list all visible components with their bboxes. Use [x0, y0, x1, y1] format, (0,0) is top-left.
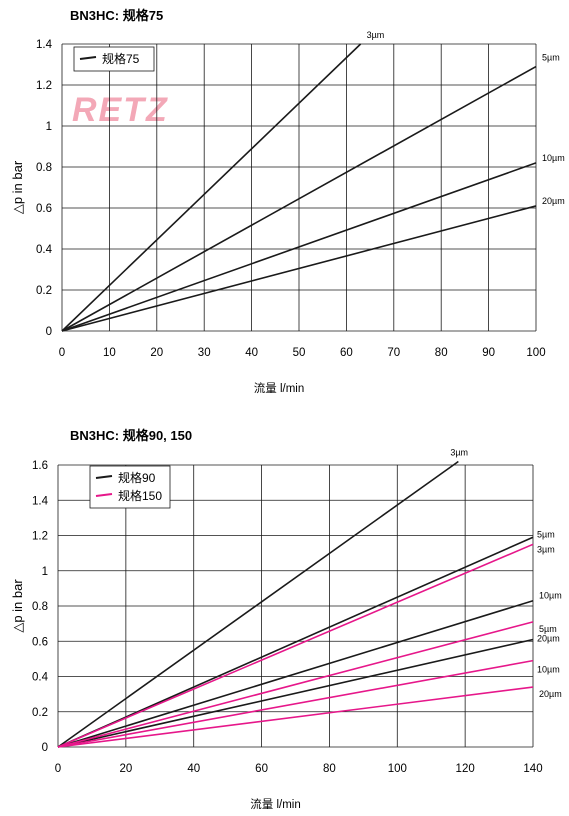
legend: 规格90 规格150	[89, 465, 171, 509]
x-tick-label: 80	[435, 347, 448, 359]
legend-label: 规格150	[118, 488, 162, 503]
series-line-10um	[57, 599, 534, 748]
series-line-20um	[57, 686, 534, 748]
chart-2: BN3HC: 规格90, 150 0 20 40 60 80 100 120 140 0 0.2 0.…	[10, 428, 562, 811]
x-axis-label: 流量 l/min	[250, 797, 300, 811]
x-tick-label: 100	[388, 763, 407, 775]
series-label: 10µm	[542, 153, 565, 163]
x-tick-label: 70	[387, 347, 400, 359]
y-tick-label: 1	[46, 121, 52, 133]
y-tick-label: 0.2	[32, 707, 48, 719]
series-label: 5µm	[542, 53, 560, 63]
series-label: 3µm	[367, 30, 385, 40]
series-line-5um	[57, 621, 534, 748]
series-label: 20µm	[542, 196, 565, 206]
y-tick-label: 1.6	[32, 460, 48, 472]
x-tick-label: 0	[55, 763, 61, 775]
y-tick-label: 0.6	[32, 636, 48, 648]
x-tick-label: 50	[293, 347, 306, 359]
legend-swatch	[95, 493, 113, 497]
x-axis-label: 流量 l/min	[254, 381, 304, 395]
chart-title: BN3HC: 规格90, 150	[70, 428, 192, 443]
y-axis-label: △p in bar	[10, 579, 25, 633]
y-tick-label: 0.8	[36, 162, 52, 174]
series-label: 5µm	[539, 624, 557, 634]
y-tick-label: 0	[46, 326, 52, 338]
x-tick-label: 40	[245, 347, 258, 359]
series-label: 3µm	[537, 544, 555, 554]
x-tick-label: 60	[340, 347, 353, 359]
x-tick-label: 80	[323, 763, 336, 775]
series-line-20um	[61, 205, 537, 332]
legend-label: 规格90	[118, 470, 156, 485]
series-line-3um	[61, 43, 362, 332]
series-label: 3µm	[450, 447, 468, 457]
series-line-10um	[57, 659, 534, 748]
series-label: 10µm	[537, 665, 560, 675]
series-label: 20µm	[537, 633, 560, 643]
series-line-20um	[57, 638, 534, 748]
y-tick-label: 0.4	[36, 244, 53, 256]
x-tick-label: 20	[150, 347, 163, 359]
x-tick-label: 140	[523, 763, 542, 775]
legend-label: 规格75	[102, 51, 140, 66]
y-axis-label: △p in bar	[10, 160, 25, 214]
y-tick-label: 1.4	[32, 495, 49, 507]
series-line-10um	[61, 162, 537, 332]
x-tick-label: 40	[187, 763, 200, 775]
y-tick-label: 0.2	[36, 285, 52, 297]
y-tick-label: 0.6	[36, 203, 52, 215]
legend-swatch	[95, 475, 113, 479]
y-tick-label: 0	[42, 742, 48, 754]
series-line-5um	[61, 65, 537, 332]
legend: 规格75	[73, 46, 155, 72]
y-tick-label: 1.4	[36, 39, 53, 51]
x-tick-label: 90	[482, 347, 495, 359]
series-line-5um	[57, 536, 534, 748]
y-tick-label: 0.4	[32, 672, 49, 684]
x-tick-label: 30	[198, 347, 211, 359]
series-label: 5µm	[537, 529, 555, 539]
y-tick-label: 1	[42, 566, 48, 578]
y-tick-label: 0.8	[32, 601, 48, 613]
series-line-3um	[57, 543, 534, 748]
x-tick-label: 10	[103, 347, 116, 359]
y-tick-label: 1.2	[36, 80, 52, 92]
chart-title: BN3HC: 规格75	[70, 8, 163, 23]
series-label: 20µm	[539, 689, 562, 699]
x-tick-label: 100	[526, 347, 545, 359]
x-tick-label: 120	[456, 763, 475, 775]
x-tick-label: 60	[255, 763, 268, 775]
legend-box	[89, 465, 171, 509]
x-tick-label: 0	[59, 347, 65, 359]
series-label: 10µm	[539, 591, 562, 601]
chart-1: BN3HC: 规格75 RETZ 0 10 20 30 40 50 60 70 80 90 100 0 0.…	[10, 8, 565, 395]
x-tick-label: 20	[119, 763, 132, 775]
series-line-3um	[57, 460, 459, 748]
y-tick-label: 1.2	[32, 531, 48, 543]
legend-swatch	[79, 56, 97, 60]
watermark-logo: RETZ	[72, 91, 169, 129]
